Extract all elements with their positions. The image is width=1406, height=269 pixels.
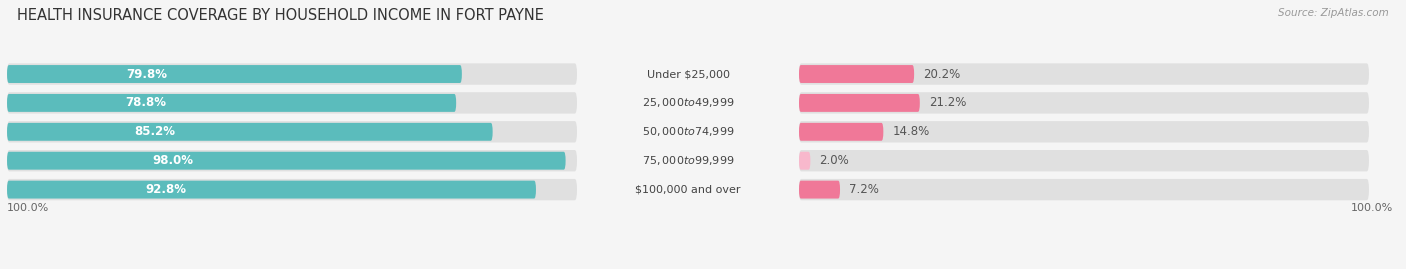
Text: 98.0%: 98.0%	[153, 154, 194, 167]
Text: Source: ZipAtlas.com: Source: ZipAtlas.com	[1278, 8, 1389, 18]
FancyBboxPatch shape	[799, 152, 810, 170]
FancyBboxPatch shape	[7, 123, 492, 141]
Text: Under $25,000: Under $25,000	[647, 69, 730, 79]
FancyBboxPatch shape	[7, 92, 576, 114]
FancyBboxPatch shape	[799, 150, 1369, 171]
Text: 2.0%: 2.0%	[820, 154, 849, 167]
Text: $100,000 and over: $100,000 and over	[636, 185, 741, 194]
FancyBboxPatch shape	[7, 63, 576, 85]
FancyBboxPatch shape	[799, 181, 839, 199]
FancyBboxPatch shape	[7, 121, 576, 143]
FancyBboxPatch shape	[7, 94, 456, 112]
FancyBboxPatch shape	[7, 65, 461, 83]
FancyBboxPatch shape	[799, 92, 1369, 114]
Text: 21.2%: 21.2%	[929, 96, 966, 109]
FancyBboxPatch shape	[799, 179, 1369, 200]
Text: HEALTH INSURANCE COVERAGE BY HOUSEHOLD INCOME IN FORT PAYNE: HEALTH INSURANCE COVERAGE BY HOUSEHOLD I…	[17, 8, 544, 23]
Text: $50,000 to $74,999: $50,000 to $74,999	[641, 125, 734, 138]
Text: $25,000 to $49,999: $25,000 to $49,999	[641, 96, 734, 109]
FancyBboxPatch shape	[799, 94, 920, 112]
Text: 20.2%: 20.2%	[924, 68, 960, 80]
Text: 78.8%: 78.8%	[125, 96, 166, 109]
Text: 92.8%: 92.8%	[145, 183, 186, 196]
Text: 100.0%: 100.0%	[7, 203, 49, 213]
Text: $75,000 to $99,999: $75,000 to $99,999	[641, 154, 734, 167]
Legend: With Coverage, Without Coverage: With Coverage, Without Coverage	[565, 266, 841, 269]
FancyBboxPatch shape	[799, 121, 1369, 143]
FancyBboxPatch shape	[7, 179, 576, 200]
Text: 85.2%: 85.2%	[135, 125, 176, 138]
Text: 14.8%: 14.8%	[893, 125, 929, 138]
FancyBboxPatch shape	[7, 150, 576, 171]
FancyBboxPatch shape	[799, 63, 1369, 85]
FancyBboxPatch shape	[799, 123, 883, 141]
Text: 7.2%: 7.2%	[849, 183, 879, 196]
FancyBboxPatch shape	[799, 65, 914, 83]
Text: 79.8%: 79.8%	[127, 68, 167, 80]
FancyBboxPatch shape	[7, 152, 565, 170]
FancyBboxPatch shape	[7, 181, 536, 199]
Text: 100.0%: 100.0%	[1351, 203, 1393, 213]
